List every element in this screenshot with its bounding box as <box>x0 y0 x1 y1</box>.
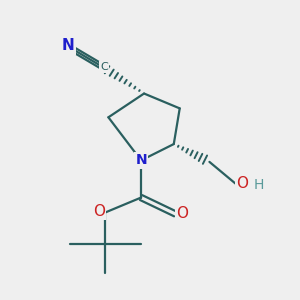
Text: O: O <box>236 176 248 191</box>
Text: C: C <box>100 62 108 72</box>
Text: N: N <box>62 38 75 53</box>
Text: O: O <box>93 204 105 219</box>
Text: H: H <box>253 178 264 192</box>
Text: O: O <box>176 206 188 220</box>
Text: N: N <box>135 153 147 167</box>
